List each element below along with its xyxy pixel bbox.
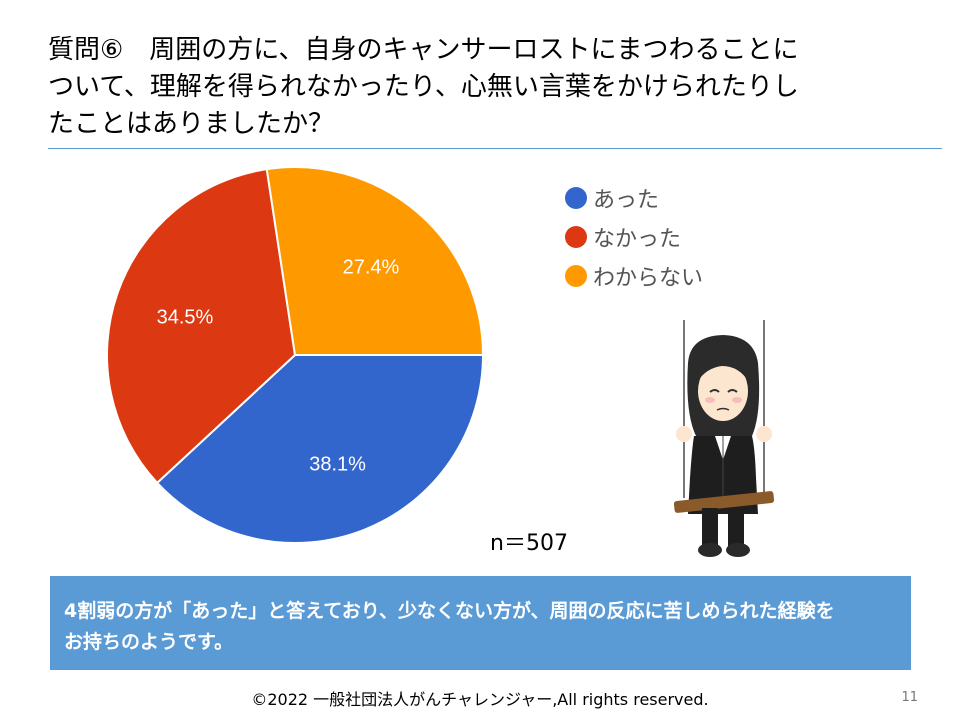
title-line-2: ついて、理解を得られなかったり、心無い言葉をかけられたりし	[48, 72, 799, 102]
legend-item-atta: あった	[565, 178, 703, 217]
legend-label-wakaranai: わからない	[593, 265, 704, 291]
legend-item-wakaranai: わからない	[565, 256, 703, 295]
data-label-nakatta: 34.5%	[157, 307, 214, 329]
pie-slice-atta	[155, 354, 485, 544]
legend-item-nakatta: なかった	[565, 217, 703, 256]
pie-chart: 38.1% 34.5% 27.4%	[106, 166, 485, 544]
legend-label-nakatta: なかった	[593, 226, 682, 252]
slide-title: 質問⑥ 周囲の方に、自身のキャンサーロストにまつわることに ついて、理解を得られ…	[48, 32, 908, 143]
legend-swatch-atta	[565, 186, 587, 209]
page-number: 11	[901, 690, 918, 705]
summary-text: 4割弱の方が「あった」と答えており、少なくない方が、周囲の反応に苦しめられた経験…	[50, 576, 911, 658]
summary-line-1: 4割弱の方が「あった」と答えており、少なくない方が、周囲の反応に苦しめられた経験…	[64, 600, 835, 622]
title-line-3: たことはありましたか？	[48, 109, 335, 139]
data-label-wakaranai: 27.4%	[343, 257, 400, 279]
summary-line-2: お持ちのようです。	[64, 631, 234, 653]
title-line-1: 質問⑥ 周囲の方に、自身のキャンサーロストにまつわることに	[48, 35, 799, 65]
title-divider	[48, 148, 942, 149]
legend-swatch-wakaranai	[565, 264, 587, 287]
pie-slice-nakatta	[106, 167, 297, 485]
chart-legend: あった なかった わからない	[565, 178, 703, 295]
woman-on-swing-illustration	[673, 320, 775, 557]
legend-swatch-nakatta	[565, 225, 587, 248]
data-label-atta: 38.1%	[309, 454, 366, 476]
copyright-footer: ©2022 一般社団法人がんチャレンジャー,All rights reserve…	[251, 690, 709, 709]
summary-callout: 4割弱の方が「あった」と答えており、少なくない方が、周囲の反応に苦しめられた経験…	[50, 576, 911, 670]
pie-slice-wakaranai	[265, 166, 485, 356]
legend-label-atta: あった	[593, 187, 660, 213]
sample-size-label: n＝507	[490, 531, 568, 556]
